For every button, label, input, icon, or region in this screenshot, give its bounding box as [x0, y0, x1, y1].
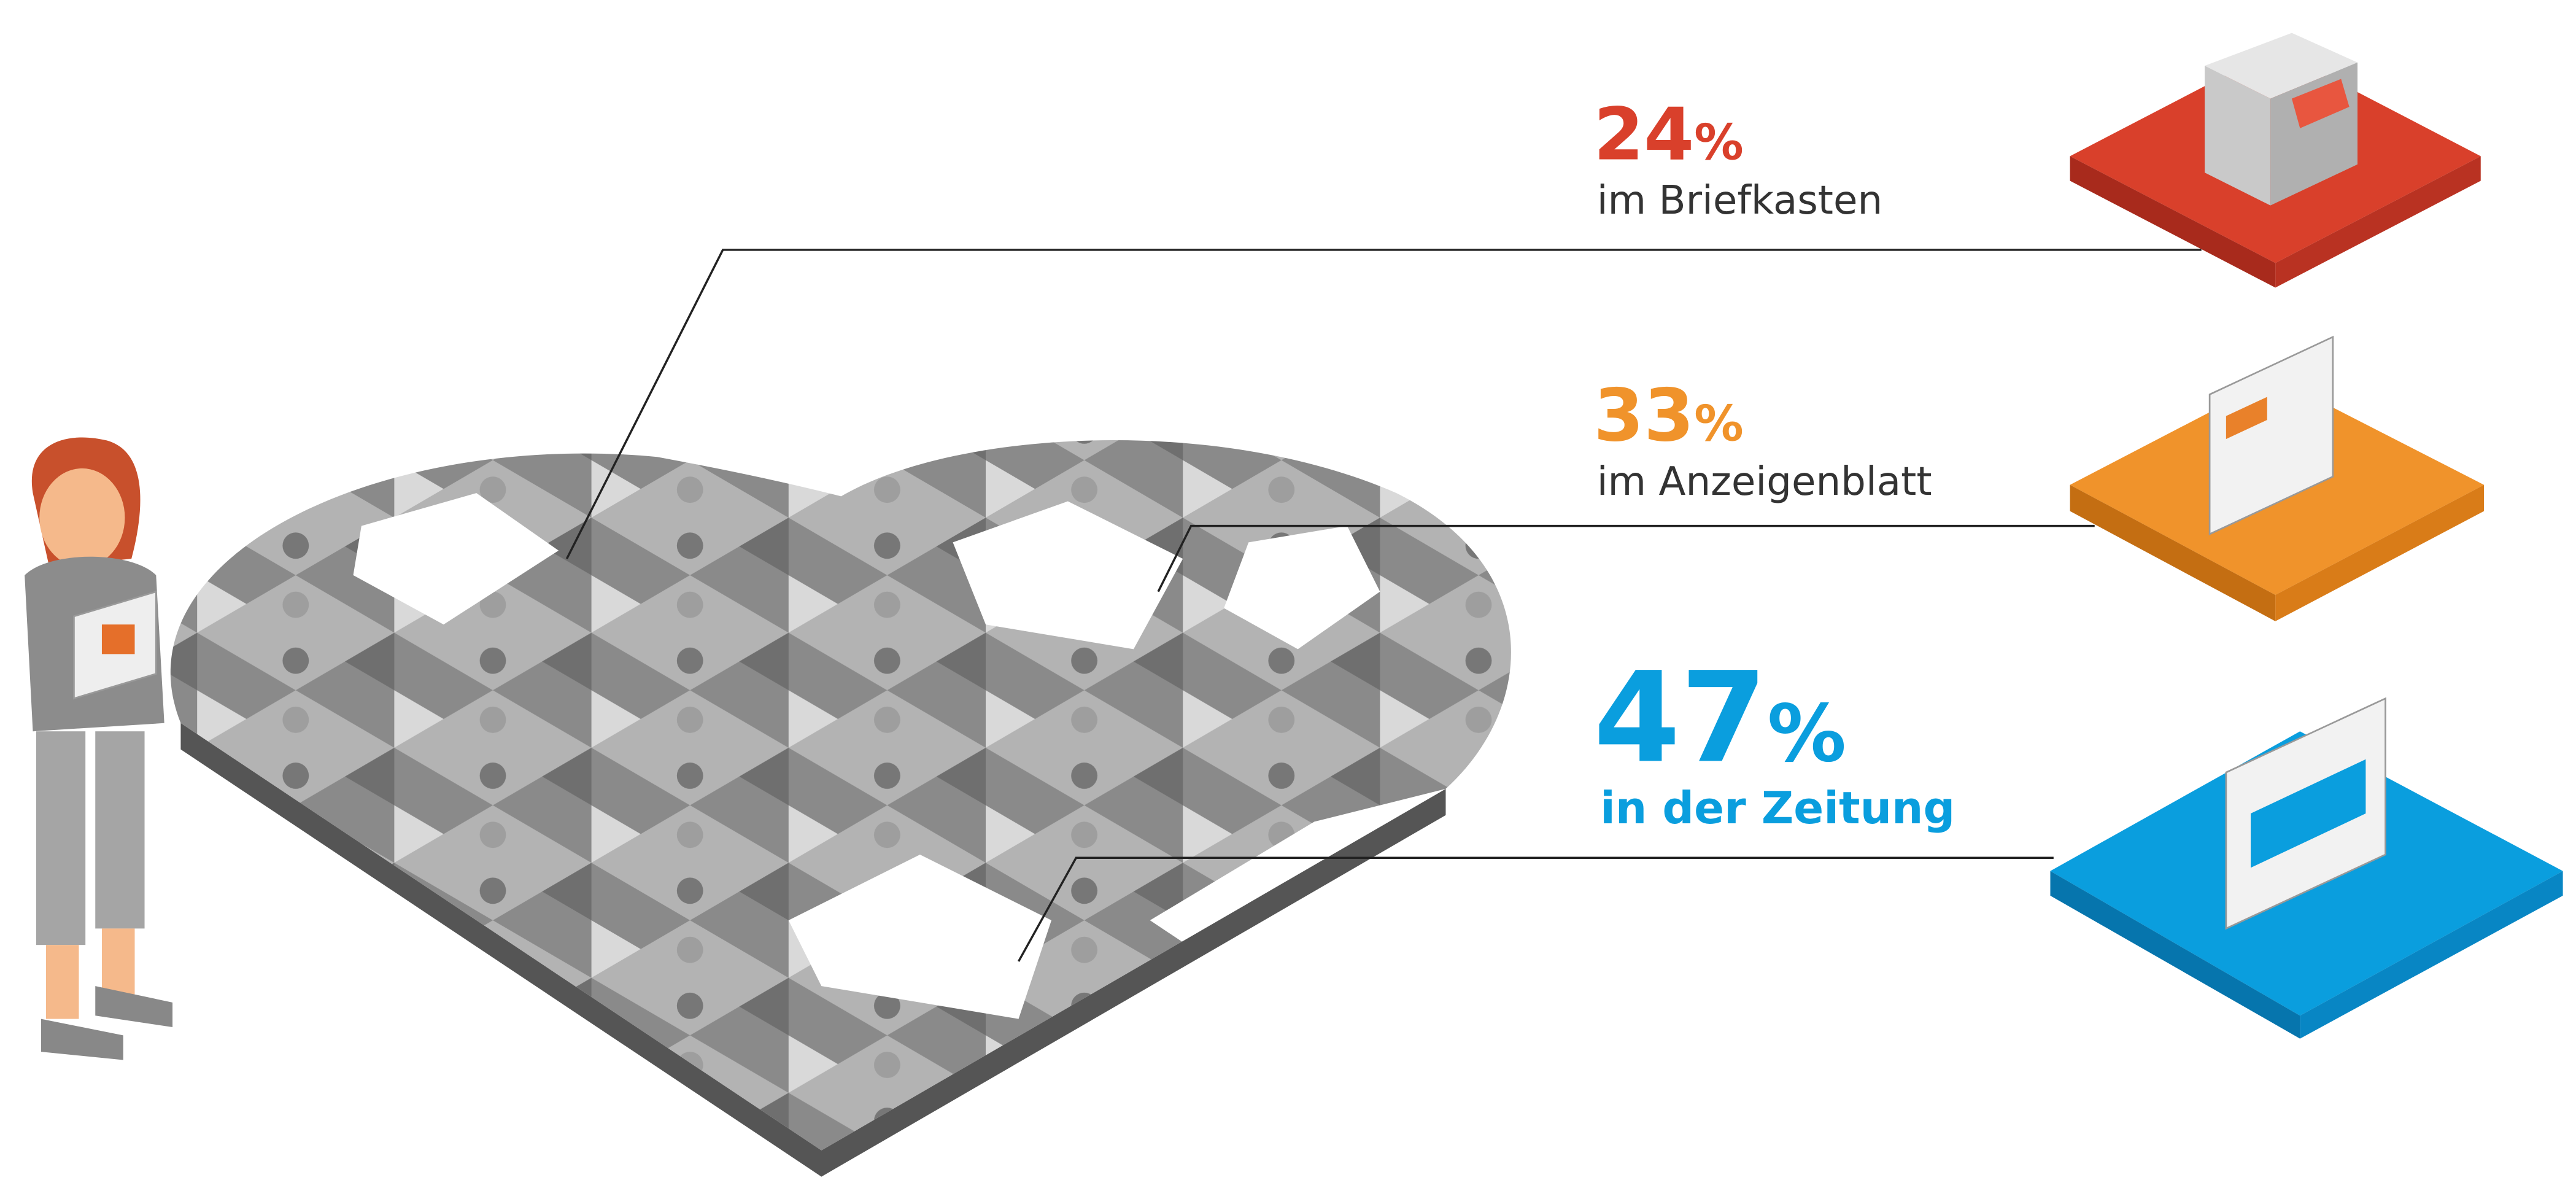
leader-line	[1157, 524, 2095, 592]
label: im Briefkasten	[1597, 177, 1883, 223]
label: im Anzeigenblatt	[1597, 459, 1932, 505]
heart-puzzle	[170, 440, 1511, 1177]
percent: 33%	[1593, 373, 1743, 457]
label: in der Zeitung	[1600, 783, 1955, 834]
puzzle-orange	[2070, 335, 2485, 621]
person	[25, 437, 173, 1060]
leader-line	[1018, 856, 2054, 962]
percent: 24%	[1593, 93, 1743, 177]
leader-line	[565, 249, 2202, 559]
percent: 47%	[1593, 645, 1846, 790]
puzzle-blue	[2050, 697, 2563, 1039]
